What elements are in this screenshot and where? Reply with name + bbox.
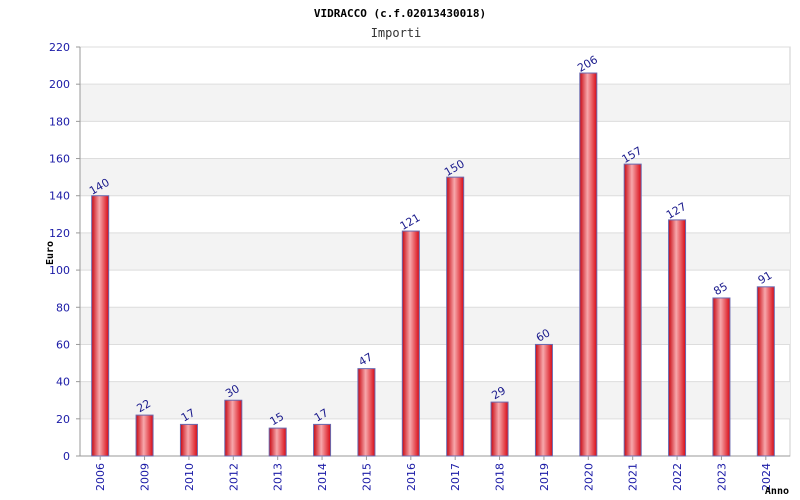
bar: [224, 399, 243, 457]
data-label: 47: [356, 350, 375, 368]
data-label: 85: [711, 280, 730, 298]
y-tick-label: 80: [56, 301, 70, 314]
x-tick-label: 2014: [316, 463, 329, 491]
data-label: 29: [490, 384, 509, 402]
y-tick-label: 100: [49, 264, 70, 277]
bars: [91, 72, 775, 457]
data-label: 22: [135, 397, 154, 415]
plot-band: [80, 158, 790, 196]
x-tick-label: 2017: [449, 463, 462, 491]
y-tick-label: 160: [49, 153, 70, 166]
y-tick-label: 40: [56, 376, 70, 389]
y-axis-label: Euro: [45, 241, 56, 265]
x-tick-label: 2016: [405, 463, 418, 491]
y-tick-label: 20: [56, 413, 70, 426]
chart-title: VIDRACCO (c.f.02013430018): [314, 7, 486, 20]
bar: [401, 230, 420, 457]
data-label: 91: [756, 269, 775, 287]
data-label: 60: [534, 326, 553, 344]
data-label: 17: [179, 406, 198, 424]
x-tick-label: 2020: [582, 463, 595, 491]
bar: [623, 163, 642, 457]
x-axis-ticks: 2006 2009 2010 2012 2013 2014 2015 2016 2017 2018…: [94, 456, 773, 491]
y-tick-label: 140: [49, 190, 70, 203]
bar: [490, 401, 509, 457]
bar: [446, 176, 465, 457]
bar: [179, 423, 198, 457]
chart-subtitle: Importi: [371, 26, 422, 40]
x-tick-label: 2021: [627, 463, 640, 491]
bar: [756, 286, 775, 457]
x-tick-label: 2023: [715, 463, 728, 491]
plot-band: [80, 84, 790, 122]
bar: [668, 219, 687, 457]
x-tick-label: 2015: [360, 463, 373, 491]
x-tick-label: 2012: [227, 463, 240, 491]
y-tick-label: 220: [49, 41, 70, 54]
x-tick-label: 2013: [272, 463, 285, 491]
bar: [135, 414, 154, 457]
data-label: 17: [312, 406, 331, 424]
y-tick-label: 180: [49, 115, 70, 128]
x-tick-label: 2024: [760, 463, 773, 491]
y-tick-label: 120: [49, 227, 70, 240]
bar: [534, 343, 553, 457]
data-label: 15: [268, 410, 287, 428]
bar: [313, 423, 332, 457]
x-tick-label: 2006: [94, 463, 107, 491]
bar: [268, 427, 287, 457]
x-tick-label: 2009: [139, 463, 152, 491]
bar: [579, 72, 598, 457]
y-tick-label: 200: [49, 78, 70, 91]
y-tick-label: 60: [56, 338, 70, 351]
x-tick-label: 2022: [671, 463, 684, 491]
bar: [357, 368, 376, 457]
y-tick-label: 0: [63, 450, 70, 463]
data-label: 30: [223, 382, 242, 400]
bar: [712, 297, 731, 457]
bar: [91, 195, 110, 457]
x-tick-label: 2010: [183, 463, 196, 491]
x-tick-label: 2018: [494, 463, 507, 491]
x-tick-label: 2019: [538, 463, 551, 491]
x-axis-label: Anno: [765, 486, 789, 497]
